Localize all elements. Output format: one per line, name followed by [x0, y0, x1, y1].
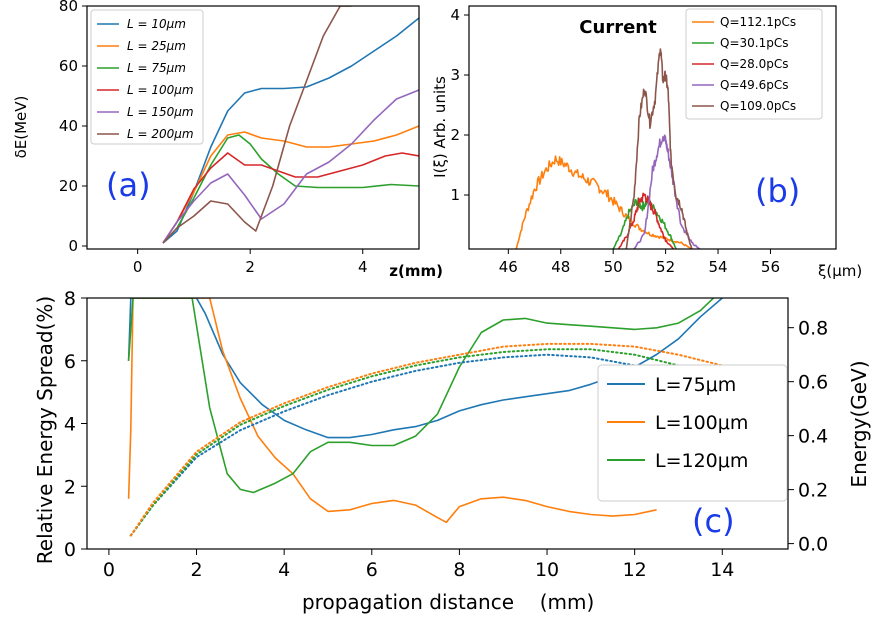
- panel-b-series-line-3: [633, 134, 701, 249]
- panel-a-xtick-label: 2: [245, 258, 255, 276]
- panel-a-xtick-label: 4: [358, 258, 368, 276]
- panel-c-xtick-label: 10: [535, 559, 559, 581]
- panel-b-ytick-label: 4: [450, 6, 460, 24]
- panel-c-legend-label: L=120μm: [655, 450, 748, 472]
- panel-a-frame: [86, 5, 420, 250]
- panel-c-ytick-right-label: 0.6: [798, 372, 828, 394]
- panel-c-series-line-1: [127, 298, 657, 524]
- panel-c-xtick-label: 6: [366, 559, 378, 581]
- panel-b-legend-label: Q=112.1pCs: [720, 15, 796, 29]
- panel-c-xtick-label: 0: [103, 559, 115, 581]
- panel-a-xtick-label: 0: [133, 258, 143, 276]
- panel-a-legend-label: L = 150μm: [127, 105, 194, 119]
- panel-c-ytick-label: 2: [64, 476, 76, 498]
- panel-c-ylabel: Relative Energy Spread(%): [33, 296, 57, 564]
- panel-c-xtick-label: 4: [278, 559, 290, 581]
- panel-a-label: (a): [106, 166, 151, 204]
- panel-b-ytick-label: 2: [450, 126, 460, 144]
- panel-b-ytick-label: 1: [450, 186, 460, 204]
- panel-a-series: [162, 6, 419, 244]
- panel-b-xlabel: ξ(μm): [818, 262, 862, 280]
- panel-b-xtick-label: 52: [656, 258, 675, 276]
- panel-b-xtick-label: 50: [604, 258, 623, 276]
- panel-b-ytick-label: 3: [450, 66, 460, 84]
- panel-b-legend-label: Q=30.1pCs: [720, 36, 788, 50]
- panel-a-xlabel: z(mm): [389, 262, 443, 280]
- panel-b-xtick-label: 46: [499, 258, 518, 276]
- panel-a-legend-label: L = 100μm: [127, 83, 194, 97]
- panel-a-series-line-2: [162, 134, 419, 244]
- panel-c-series-line-4: [129, 348, 737, 537]
- panel-c-xtick-label: 8: [453, 559, 465, 581]
- panel-a-ytick-label: 80: [59, 0, 78, 15]
- panel-c-legend: L=75μm L=100μm L=120μm: [597, 364, 788, 502]
- panel-c-label: (c): [692, 502, 735, 540]
- panel-c-series-line-2: [127, 298, 715, 494]
- panel-a-legend-box: [90, 9, 204, 145]
- panel-b: 46 48 50 52 54 56 1 2 3 4 ξ(μm) I(ξ) Arb. units Curr…: [431, 5, 862, 280]
- panel-a-series-line-3: [162, 152, 419, 244]
- panel-c: 0 2 4 6 8 10 12 14 0 2 4 6 8 0.0 0.2 0.4 0.6 0.8 propagati…: [33, 288, 871, 614]
- panel-c-ytick-right-label: 0.2: [798, 480, 828, 502]
- panel-b-legend-label: Q=49.6pCs: [720, 78, 788, 92]
- panel-c-ytick-right-label: 0.8: [798, 318, 828, 340]
- panel-c-xtick-label: 2: [190, 559, 202, 581]
- panel-c-ytick-label: 0: [64, 539, 76, 561]
- panel-b-xtick-label: 54: [708, 258, 727, 276]
- panel-c-ytick-label: 4: [64, 414, 76, 436]
- panel-b-legend-label: Q=28.0pCs: [720, 57, 788, 71]
- panel-a-ytick-label: 0: [68, 237, 78, 255]
- panel-a-series-line-4: [162, 89, 419, 244]
- panel-b-series: [515, 48, 701, 249]
- panel-b-series-line-4: [625, 48, 693, 249]
- panel-c-series-line-5: [129, 342, 750, 537]
- panel-c-xtick-label: 12: [623, 559, 647, 581]
- panel-a-legend-label: L = 10μm: [127, 17, 186, 31]
- panel-b-xtick-label: 48: [551, 258, 570, 276]
- panel-b-series-line-1: [612, 197, 677, 249]
- panel-c-legend-box: [597, 364, 788, 502]
- panel-a-legend-label: L = 75μm: [127, 61, 186, 75]
- panel-b-ylabel: I(ξ) Arb. units: [431, 76, 449, 178]
- panel-b-legend: Q=112.1pCs Q=30.1pCs Q=28.0pCs Q=49.6pCs Q=1…: [685, 8, 823, 120]
- panel-c-xlabel: propagation distance: [302, 590, 514, 614]
- panel-c-xlabel-unit: (mm): [540, 590, 595, 614]
- panel-a-ytick-label: 20: [59, 177, 78, 195]
- panel-a-legend-label: L = 25μm: [127, 39, 186, 53]
- panel-c-ytick-right-label: 0.0: [798, 534, 828, 556]
- panel-a-ytick-label: 60: [59, 57, 78, 75]
- panel-b-frame: [468, 5, 837, 250]
- panel-c-ytick-label: 8: [64, 288, 76, 310]
- panel-a-ytick-label: 40: [59, 117, 78, 135]
- panel-c-ytick-label: 6: [64, 351, 76, 373]
- panel-c-xtick-label: 14: [710, 559, 734, 581]
- panel-b-legend-box: [685, 8, 823, 120]
- panel-c-series-line-3: [129, 353, 724, 537]
- panel-c-ylabel-right: Energy(GeV): [847, 360, 871, 487]
- panel-b-title: Current: [579, 17, 657, 38]
- panel-a-series-line-5: [162, 6, 352, 244]
- panel-c-legend-label: L=100μm: [655, 412, 748, 434]
- panel-b-xtick-label: 56: [761, 258, 780, 276]
- panel-c-legend-label: L=75μm: [655, 374, 736, 396]
- panel-a-legend: L = 10μm L = 25μm L = 75μm L = 100μm L = 150…: [90, 9, 204, 145]
- panel-a-legend-label: L = 200μm: [127, 127, 194, 141]
- panel-c-ytick-right-label: 0.4: [798, 426, 828, 448]
- panel-b-series-line-0: [515, 155, 693, 249]
- panel-b-legend-label: Q=109.0pCs: [720, 99, 796, 113]
- panel-a-ylabel: δE(MeV): [12, 96, 30, 159]
- panel-b-label: (b): [755, 172, 800, 210]
